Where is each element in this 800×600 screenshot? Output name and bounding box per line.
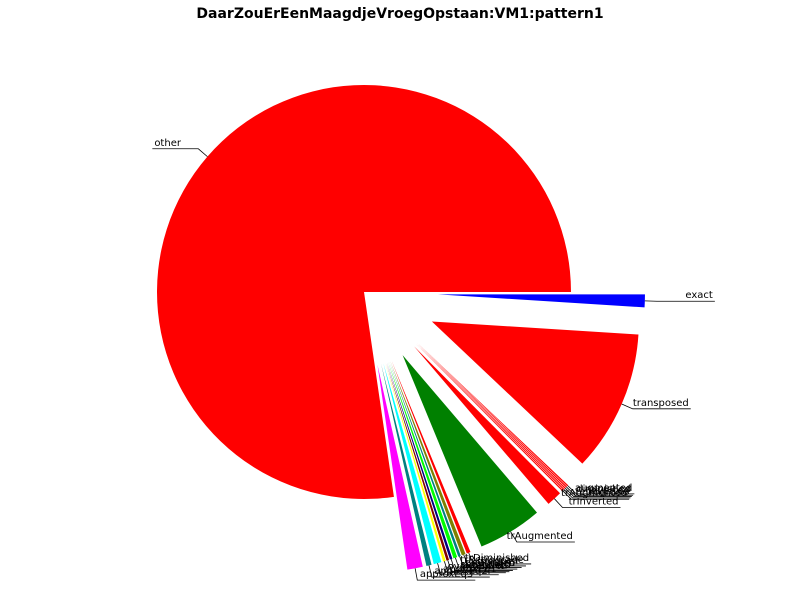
pie-label-shortened: shortened [460,560,511,571]
pie-leader-retrograde [563,489,631,499]
pie-leader-augmented [567,485,635,495]
pie-leader-traugmented [510,531,575,543]
pie-label-approxeq1: approxEq1 [443,564,496,575]
pie-slice-traugmented [416,344,564,492]
chart-title: DaarZouErEenMaagdjeVroegOpstaan:VM1:patt… [196,6,603,22]
pie-slice-approxeq3 [377,364,423,570]
pie-slices [156,84,645,570]
pie-slice-approxeq2 [381,363,432,566]
pie-slice-inverted [416,343,566,489]
pie-slice-overloaded [385,362,446,562]
pie-slice-trdiminished [391,360,471,554]
pie-labels: exact transposed augmenteddiminishedinvert… [154,138,713,580]
pie-label-inverted: inverted [588,486,630,497]
pie-leader-shortened [450,559,513,571]
pie-slice-traugmented [402,355,537,547]
pie-leader-irregular [459,556,522,568]
pie-label-other: other [154,138,182,149]
pie-slice-retrograde [416,343,565,490]
pie-leader-approxeq2 [428,565,490,578]
pie-label-retrograde: retrograde [575,487,628,498]
pie-leader-transposed [621,403,691,410]
pie-label-overloaded: overloaded [448,562,504,573]
pie-slice-irregular [389,361,461,557]
pie-label-irregular: irregular [477,557,520,568]
pie-slice-prolonged [388,361,458,559]
pie-label-trinverted: trInverted [569,497,619,508]
pie-leader-inverted [564,487,632,497]
pie-label-extended: extended [460,561,507,572]
pie-leader-approxeq1 [437,563,499,576]
pie-label-prolonged: prolonged [465,558,515,569]
pie-label-augmented: augmented [575,483,632,494]
pie-leader-approxeq3 [414,568,476,581]
pie-slice-extended [386,362,450,561]
pie-label-trdiminished: trDiminished [465,553,529,564]
pie-leader-trdiminished [468,552,532,565]
pie-slice-other [156,84,571,500]
pie-slice-augmented [417,342,569,487]
pie-slice-approxeq1 [383,363,442,565]
pie-slice-trretrograde [390,361,466,556]
pie-leader-extended [447,560,510,573]
pie-label-approxeq2: approxEq2 [434,566,487,577]
pie-label-diminished: diminished [576,484,631,495]
pie-slice-diminished [417,343,567,488]
pie-slice-shortened [386,362,453,560]
pie-slice-trinverted [414,346,561,504]
pie-label-traugmented: trAugmented [561,488,627,499]
pie-label-trretrograde: trRetrograde [460,555,524,566]
pie-slice-transposed [431,321,639,464]
pie-label-transposed: transposed [633,398,689,409]
pie-slice-exact [437,294,645,308]
pie-leader-lines [152,148,715,581]
pie-leader-traugmented [562,490,630,500]
pie-label-approxeq3: approxEq3 [420,569,473,580]
pie-leader-other [152,148,208,157]
pie-leader-overloaded [444,561,506,574]
pie-leader-prolonged [454,557,518,570]
pie-leader-diminished [566,486,634,496]
pie-leader-trinverted [554,498,621,508]
pie-leader-trretrograde [463,554,526,567]
pie-label-exact: exact [685,290,713,301]
pie-label-traugmented: trAugmented [507,531,573,542]
